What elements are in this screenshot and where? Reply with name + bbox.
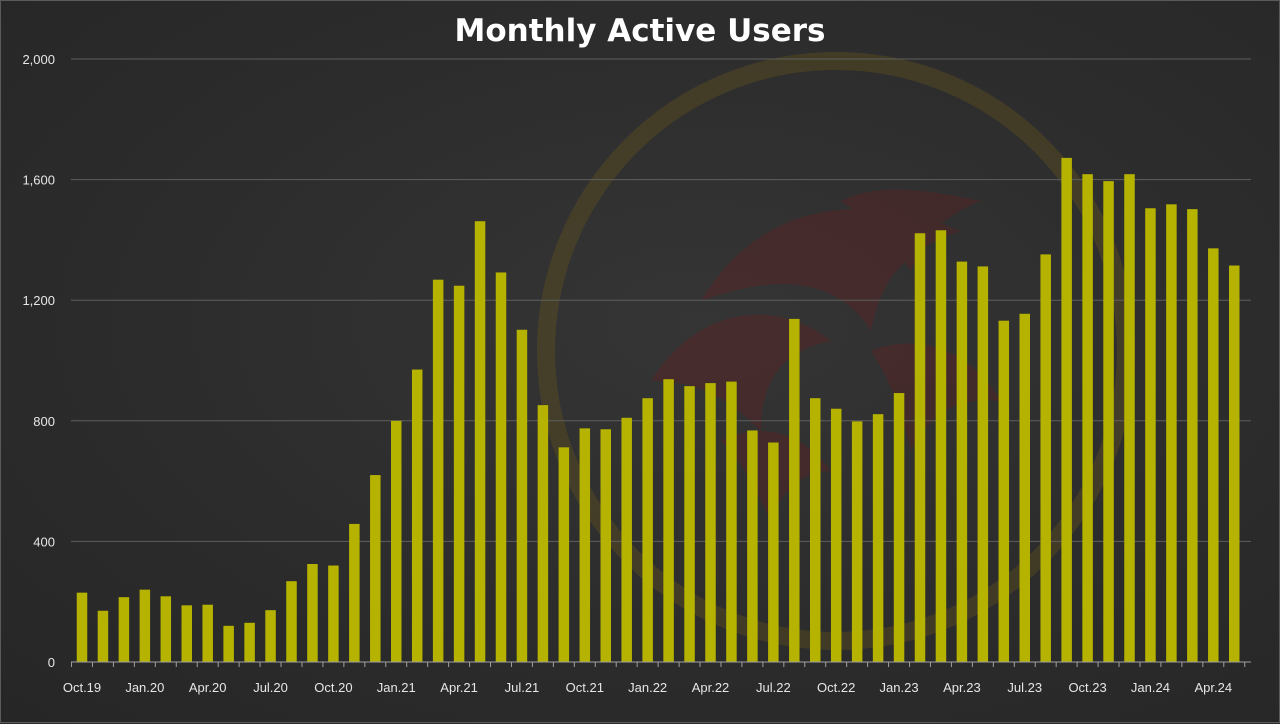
y-tick-label: 1,200: [22, 293, 55, 308]
y-tick-label: 2,000: [22, 52, 55, 67]
bar-Dec.22: [872, 414, 884, 662]
bar-Nov.22: [851, 421, 863, 662]
x-tick-label: Apr.24: [1195, 680, 1233, 695]
bar-Sep.20: [307, 564, 318, 662]
x-tick-label: Jul.21: [505, 680, 540, 695]
bar-Aug.21: [537, 405, 549, 662]
bar-Jul.20: [265, 610, 276, 662]
x-tick-label: Jan.23: [880, 680, 919, 695]
bar-Feb.20: [160, 596, 172, 662]
bar-Mar.20: [181, 605, 192, 662]
y-tick-label: 1,600: [22, 173, 55, 188]
bar-Apr.21: [453, 285, 465, 662]
bar-Oct.23: [1082, 174, 1093, 662]
bar-Dec.20: [370, 475, 381, 662]
x-tick-label: Oct.23: [1068, 680, 1106, 695]
bar-Feb.23: [914, 233, 926, 662]
bar-Jul.21: [516, 329, 528, 662]
x-tick-label: Jul.23: [1007, 680, 1042, 695]
bar-Oct.19: [76, 592, 88, 662]
bar-Jun.21: [495, 272, 507, 662]
bar-Dec.21: [621, 417, 632, 662]
chart-title: Monthly Active Users: [454, 13, 826, 49]
grid-lines: [71, 58, 1251, 542]
bar-Aug.20: [286, 581, 297, 662]
y-tick-label: 800: [33, 414, 55, 429]
bar-Jun.23: [998, 320, 1010, 662]
x-tick-label: Oct.19: [63, 680, 101, 695]
bar-Aug.22: [789, 318, 800, 662]
bar-Nov.19: [97, 610, 109, 662]
x-tick-label: Oct.20: [314, 680, 352, 695]
bar-Jan.22: [642, 398, 653, 662]
x-tick-label: Jul.20: [253, 680, 288, 695]
x-tick-label: Apr.23: [943, 680, 981, 695]
x-tick-label: Jan.20: [125, 680, 164, 695]
x-axis: Oct.19 Jan.20 Apr.20 Jul.20 Oct.20 Jan.21 Apr.…: [63, 661, 1251, 695]
bar-Jun.22: [747, 430, 758, 662]
bar-Jul.22: [768, 442, 779, 662]
y-axis: 0 400 800 1,200 1,600 2,000: [22, 52, 55, 670]
bar-Apr.23: [956, 261, 968, 662]
bar-Oct.22: [830, 408, 842, 662]
x-tick-label: Jan.21: [377, 680, 416, 695]
bar-Oct.20: [328, 565, 339, 662]
bar-Mar.21: [432, 279, 444, 662]
bar-Apr.24: [1208, 248, 1219, 663]
bar-Mar.24: [1187, 209, 1198, 662]
x-tick-label: Apr.20: [189, 680, 227, 695]
bar-Sep.21: [558, 447, 570, 662]
bar-Jan.24: [1145, 208, 1156, 662]
bar-Sep.22: [810, 398, 821, 662]
bar-May.22: [726, 381, 737, 662]
bar-Jan.20: [139, 589, 151, 662]
bar-Oct.21: [579, 428, 591, 662]
bar-May.21: [474, 221, 486, 662]
bar-series: [76, 157, 1240, 663]
x-tick-label: Jul.22: [756, 680, 791, 695]
bar-May.24: [1229, 265, 1240, 662]
bar-Mar.22: [684, 386, 695, 662]
bar-Sep.23: [1061, 157, 1072, 662]
bar-Dec.23: [1124, 174, 1135, 662]
y-tick-label: 400: [33, 534, 55, 549]
x-tick-label: Jan.24: [1131, 680, 1170, 695]
x-tick-label: Oct.21: [566, 680, 604, 695]
y-tick-label: 0: [48, 655, 55, 670]
bar-Feb.21: [411, 369, 423, 662]
bar-Feb.22: [663, 379, 674, 662]
bar-Apr.20: [202, 604, 213, 662]
bar-May.20: [223, 625, 234, 662]
bar-May.23: [977, 266, 989, 662]
bar-Apr.22: [705, 383, 716, 662]
bar-Nov.20: [349, 523, 360, 662]
bar-Jun.20: [244, 622, 255, 662]
x-tick-label: Oct.22: [817, 680, 855, 695]
x-tick-label: Jan.22: [628, 680, 667, 695]
bar-Jan.21: [391, 420, 402, 662]
bar-Dec.19: [118, 597, 130, 662]
bar-Jan.23: [893, 393, 905, 662]
x-tick-label: Apr.21: [440, 680, 478, 695]
bar-Mar.23: [935, 230, 947, 662]
bar-Nov.21: [600, 429, 611, 662]
bar-Aug.23: [1040, 254, 1051, 662]
bar-Nov.23: [1103, 181, 1114, 663]
bar-Feb.24: [1166, 204, 1177, 662]
x-tick-label: Apr.22: [692, 680, 730, 695]
bar-Jul.23: [1019, 313, 1030, 662]
